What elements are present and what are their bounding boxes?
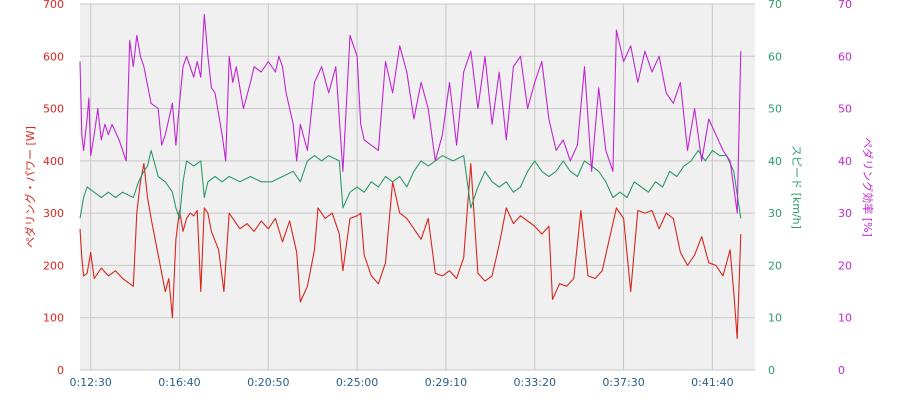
power-tick-label: 200 [43,259,64,272]
efficiency-axis-title: ペダリング効率 [%] [861,137,875,237]
axes-layer: 0:12:30 0:16:40 0:20:50 0:25:00 0:29:10 0:33:… [23,0,875,389]
speed-tick-label: 0 [768,364,775,377]
power-tick-label: 400 [43,155,64,168]
power-tick-label: 300 [43,207,64,220]
efficiency-tick-label: 30 [838,207,852,220]
x-tick-label: 0:25:00 [336,376,378,389]
efficiency-tick-label: 60 [838,50,852,63]
x-tick-label: 0:37:30 [602,376,644,389]
speed-series-line [79,149,742,219]
speed-tick-label: 50 [768,103,782,116]
efficiency-series-line [79,13,742,214]
efficiency-tick-label: 20 [838,259,852,272]
speed-tick-label: 30 [768,207,782,220]
plot-area [80,4,755,370]
efficiency-tick-label: 70 [838,0,852,11]
power-tick-label: 600 [43,50,64,63]
efficiency-tick-label: 40 [838,155,852,168]
series-layer [79,13,742,340]
power-tick-label: 700 [43,0,64,11]
x-tick-label: 0:33:20 [514,376,556,389]
x-tick-label: 0:16:40 [158,376,200,389]
x-tick-label: 0:12:30 [69,376,111,389]
speed-tick-label: 70 [768,0,782,11]
efficiency-tick-label: 50 [838,103,852,116]
power-tick-label: 500 [43,103,64,116]
efficiency-tick-label: 10 [838,312,852,325]
x-tick-label: 0:20:50 [247,376,289,389]
speed-tick-label: 10 [768,312,782,325]
speed-tick-label: 40 [768,155,782,168]
x-tick-label: 0:41:40 [691,376,733,389]
speed-tick-label: 60 [768,50,782,63]
speed-tick-label: 20 [768,259,782,272]
power-axis-title: ペダリング・パワー [W] [23,126,37,248]
power-tick-label: 100 [43,312,64,325]
power-tick-label: 0 [57,364,64,377]
x-tick-label: 0:29:10 [425,376,467,389]
speed-axis-title: スピード [km/h] [790,145,803,229]
efficiency-tick-label: 0 [838,364,845,377]
power-series-line [79,162,742,340]
